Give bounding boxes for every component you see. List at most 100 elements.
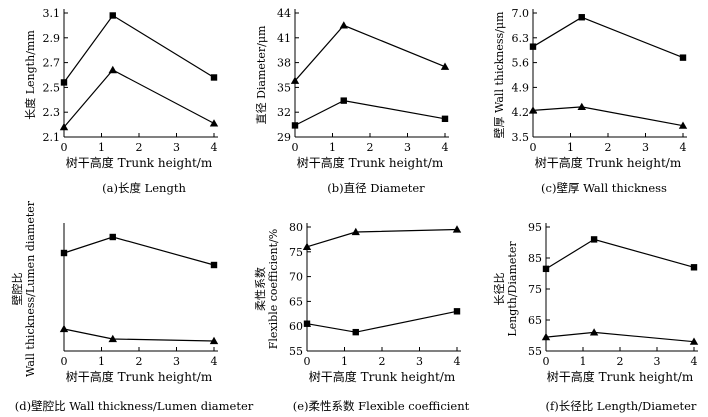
x-tick-label: 4 <box>211 141 218 154</box>
data-point-square <box>303 320 311 327</box>
panel-f: 0 1 2 3 4 55 65 75 85 95 树干高度 Trunk height/m 长径比 Len… <box>493 221 699 413</box>
data-point-triangle <box>528 106 538 114</box>
y-axis-label: Length/Diameter <box>506 241 519 337</box>
data-point-square <box>542 265 550 273</box>
x-tick-label: 1 <box>329 141 336 154</box>
y-tick-label: 38 <box>277 57 291 70</box>
y-tick-label: 2.3 <box>43 106 61 119</box>
data-point-square <box>210 74 218 81</box>
data-point-triangle <box>209 336 219 345</box>
y-tick-label: 2.7 <box>43 57 61 70</box>
x-tick-label: 2 <box>605 141 612 154</box>
x-axis-label: 树干高度 Trunk height/m <box>535 155 682 170</box>
panel-caption: (a)长度 Length <box>102 181 186 195</box>
series-line-square <box>306 310 458 333</box>
x-tick-label: 1 <box>98 355 105 368</box>
x-tick-label: 4 <box>211 355 218 368</box>
x-tick-label: 2 <box>379 355 386 368</box>
panel-a: 0 1 2 3 4 2.1 2.3 2.5 2.7 2.9 3.1 树干高度 Trunk height… <box>23 7 219 195</box>
data-point-triangle <box>589 328 599 336</box>
y-axis-label: 长径比 <box>493 273 506 306</box>
panel-e: 0 1 2 3 4 55 60 65 70 75 80 树干高度 Trunk height/m 柔性系数… <box>253 221 470 413</box>
series-line-triangle <box>545 331 695 343</box>
series-line-triangle <box>294 24 446 82</box>
y-tick-label: 75 <box>528 283 542 296</box>
data-point-triangle <box>59 122 69 131</box>
series-line-square <box>532 16 684 59</box>
x-tick-label: 2 <box>136 141 143 154</box>
panel-caption: (e)柔性系数 Flexible coefficient <box>293 399 470 413</box>
y-tick-label: 3.1 <box>43 7 61 20</box>
x-tick-label: 0 <box>61 141 68 154</box>
y-tick-label: 55 <box>289 345 303 358</box>
data-point-triangle <box>290 76 300 84</box>
panel-c: 0 1 2 3 4 3.5 4.2 4.9 5.6 6.3 7.0 树干高度 Trunk height… <box>492 7 688 195</box>
x-tick-label: 3 <box>404 141 411 154</box>
y-tick-label: 32 <box>277 106 291 119</box>
y-axis-label: 柔性系数 <box>253 267 267 311</box>
data-point-triangle <box>440 62 450 70</box>
data-point-square <box>690 264 698 271</box>
data-point-triangle <box>59 324 69 333</box>
x-tick-label: 1 <box>567 141 574 154</box>
panel-b: 0 1 2 3 4 29 32 35 38 41 44 树干高度 Trunk height/m 直径 D… <box>254 7 450 195</box>
data-point-square <box>109 12 116 19</box>
x-axis-label: 树干高度 Trunk height/m <box>297 155 444 170</box>
x-tick-label: 3 <box>173 141 180 154</box>
y-tick-label: 2.9 <box>43 32 61 45</box>
data-point-triangle <box>577 102 586 110</box>
series-line-square <box>63 236 215 266</box>
data-point-square <box>529 43 537 50</box>
x-tick-label: 2 <box>136 355 143 368</box>
data-point-square <box>60 79 68 86</box>
x-tick-label: 3 <box>173 355 180 368</box>
y-axis-label: 直径 Diameter/μm <box>254 25 268 124</box>
data-point-triangle <box>302 242 312 250</box>
series-line-triangle <box>532 106 684 127</box>
data-point-triangle <box>541 332 551 341</box>
y-axis-label: Flexible coefficient/% <box>267 229 280 349</box>
panel-caption: (f)长径比 Length/Diameter <box>546 399 697 413</box>
x-tick-label: 0 <box>543 355 550 368</box>
data-point-triangle <box>689 337 699 345</box>
y-tick-label: 2.5 <box>43 81 61 94</box>
data-point-triangle <box>108 65 117 74</box>
series-line-triangle <box>306 228 458 248</box>
x-tick-label: 0 <box>304 355 311 368</box>
data-point-triangle <box>108 334 117 343</box>
data-point-square <box>679 54 687 61</box>
y-tick-label: 41 <box>277 32 291 45</box>
y-tick-label: 70 <box>289 271 303 284</box>
data-point-square <box>441 115 449 123</box>
y-tick-label: 85 <box>528 252 542 265</box>
x-axis-label: 树干高度 Trunk height/m <box>547 369 694 384</box>
data-point-square <box>352 328 359 336</box>
y-tick-label: 55 <box>528 345 542 358</box>
series-line-square <box>545 238 695 270</box>
y-tick-label: 4.2 <box>512 106 530 119</box>
y-axis-label: 壁腔比 <box>10 273 24 306</box>
x-tick-label: 4 <box>442 141 449 154</box>
panel-caption: (d)壁腔比 Wall thickness/Lumen diameter <box>15 399 254 413</box>
data-point-square <box>578 14 585 21</box>
y-tick-label: 29 <box>277 131 291 144</box>
y-tick-label: 5.6 <box>512 57 530 70</box>
x-tick-label: 4 <box>691 355 698 368</box>
y-tick-label: 65 <box>528 314 542 327</box>
x-tick-label: 1 <box>341 355 348 368</box>
y-tick-label: 7.0 <box>512 7 530 20</box>
data-point-square <box>109 233 116 241</box>
y-tick-label: 35 <box>277 81 291 94</box>
x-tick-label: 4 <box>454 355 461 368</box>
y-tick-label: 2.1 <box>43 131 61 144</box>
x-tick-label: 2 <box>617 355 624 368</box>
y-tick-label: 4.9 <box>512 81 530 94</box>
y-axis-label: 长度 Length/mm <box>23 30 37 120</box>
y-tick-label: 75 <box>289 246 303 259</box>
x-axis-label: 树干高度 Trunk height/m <box>66 155 213 170</box>
series-line-square <box>294 99 446 126</box>
y-tick-label: 60 <box>289 320 303 333</box>
y-axis-label: 壁厚 Wall thickness/μm <box>492 11 506 139</box>
data-point-triangle <box>678 121 688 129</box>
